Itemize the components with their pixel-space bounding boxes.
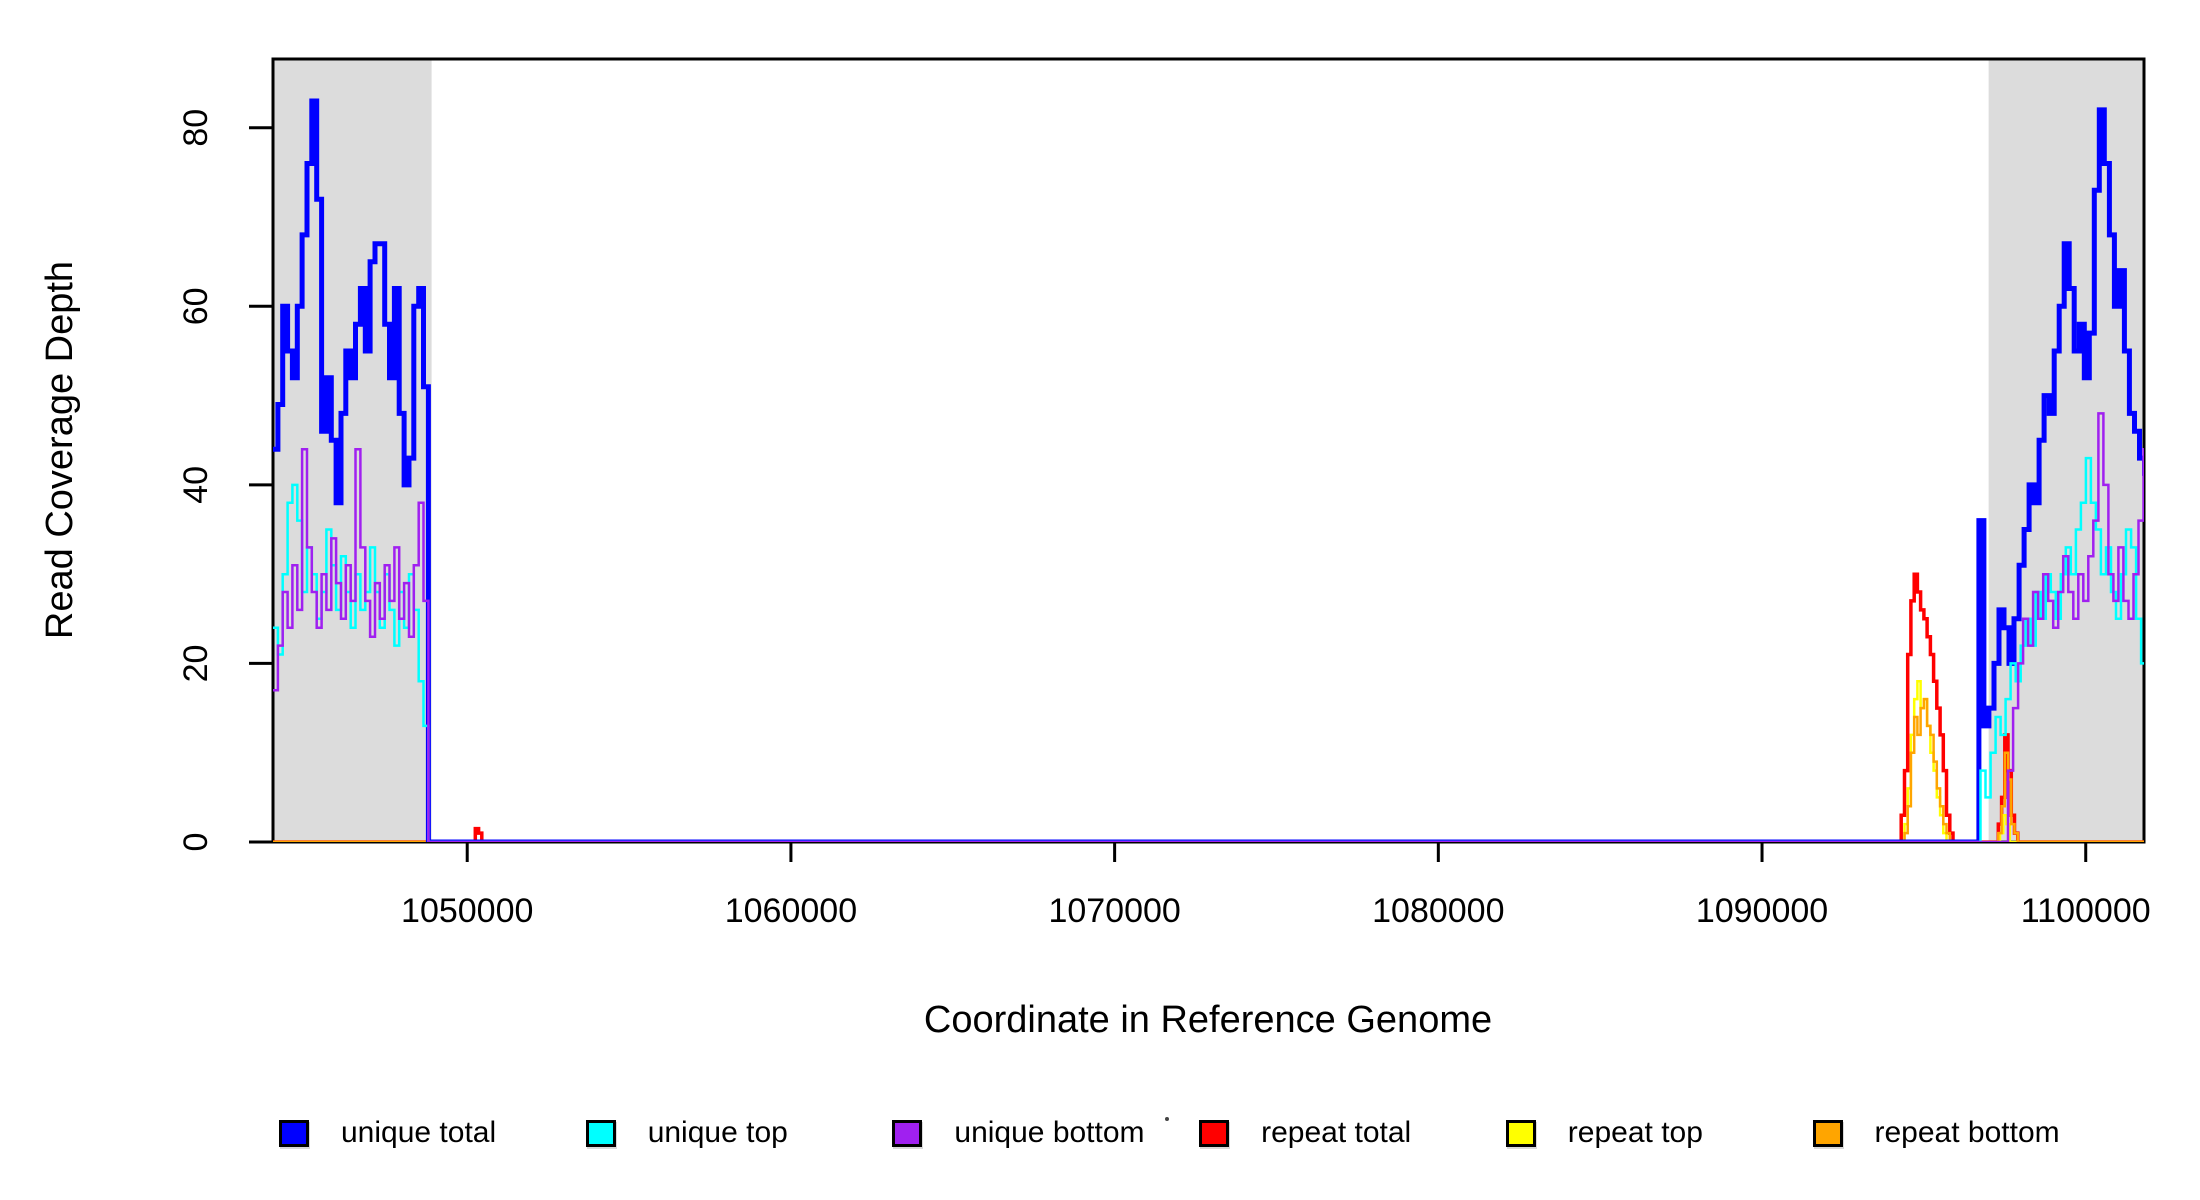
x-tick-label: 1090000 bbox=[1696, 892, 1828, 930]
axis-tick-labels: 1050000 1060000 1070000 1080000 1090000 11000… bbox=[177, 109, 2151, 930]
legend-label: unique bottom bbox=[954, 1116, 1145, 1149]
x-tick-label: 1080000 bbox=[1372, 892, 1504, 930]
series-unique-total bbox=[273, 98, 2144, 842]
legend-swatch-repeat-bottom bbox=[1812, 1119, 1843, 1147]
highlight-bands bbox=[273, 59, 2144, 842]
x-tick-label: 1100000 bbox=[2021, 892, 2151, 930]
legend-item-unique-total: unique total bbox=[279, 1113, 496, 1153]
series-repeat-total bbox=[273, 572, 2144, 842]
y-tick-label: 0 bbox=[177, 833, 215, 852]
legend-swatch-unique-bottom bbox=[892, 1119, 923, 1147]
y-tick-label: 40 bbox=[177, 466, 215, 504]
legend-item-repeat-bottom: repeat bottom bbox=[1812, 1113, 2060, 1153]
highlight-band bbox=[1988, 59, 2144, 842]
axis-ticks bbox=[249, 126, 2088, 862]
legend-label: unique total bbox=[341, 1116, 497, 1149]
y-tick-label: 20 bbox=[177, 645, 215, 683]
stray-mark bbox=[1165, 1117, 1169, 1121]
highlight-band bbox=[273, 59, 432, 842]
y-axis-title: Read Coverage Depth bbox=[39, 261, 81, 639]
y-tick-label: 60 bbox=[177, 287, 215, 325]
legend-label: unique top bbox=[647, 1116, 788, 1149]
x-tick-label: 1050000 bbox=[401, 892, 533, 930]
x-axis-title: Coordinate in Reference Genome bbox=[924, 999, 1492, 1041]
legend-item-unique-top: unique top bbox=[585, 1113, 788, 1153]
legend-swatch-repeat-top bbox=[1505, 1119, 1536, 1147]
series-repeat-top bbox=[273, 680, 2144, 842]
legend-label: repeat bottom bbox=[1874, 1116, 2060, 1149]
series-unique-bottom bbox=[273, 412, 2144, 842]
plot-frame bbox=[271, 57, 2146, 844]
series-unique-top bbox=[273, 456, 2144, 842]
legend-item-unique-bottom: unique bottom bbox=[892, 1113, 1145, 1153]
legend-item-repeat-top: repeat top bbox=[1505, 1113, 1703, 1153]
series-lines bbox=[273, 98, 2144, 842]
legend-label: repeat top bbox=[1567, 1116, 1703, 1149]
legend-swatch-repeat-total bbox=[1199, 1119, 1230, 1147]
series-repeat-bottom bbox=[273, 697, 2144, 842]
legend-swatch-unique-top bbox=[585, 1119, 616, 1147]
x-tick-label: 1060000 bbox=[725, 892, 857, 930]
y-tick-label: 80 bbox=[177, 109, 215, 147]
legend-item-repeat-total: repeat total bbox=[1199, 1113, 1411, 1153]
x-tick-label: 1070000 bbox=[1048, 892, 1180, 930]
legend-swatch-unique-total bbox=[279, 1119, 309, 1147]
legend-label: repeat total bbox=[1261, 1116, 1412, 1149]
